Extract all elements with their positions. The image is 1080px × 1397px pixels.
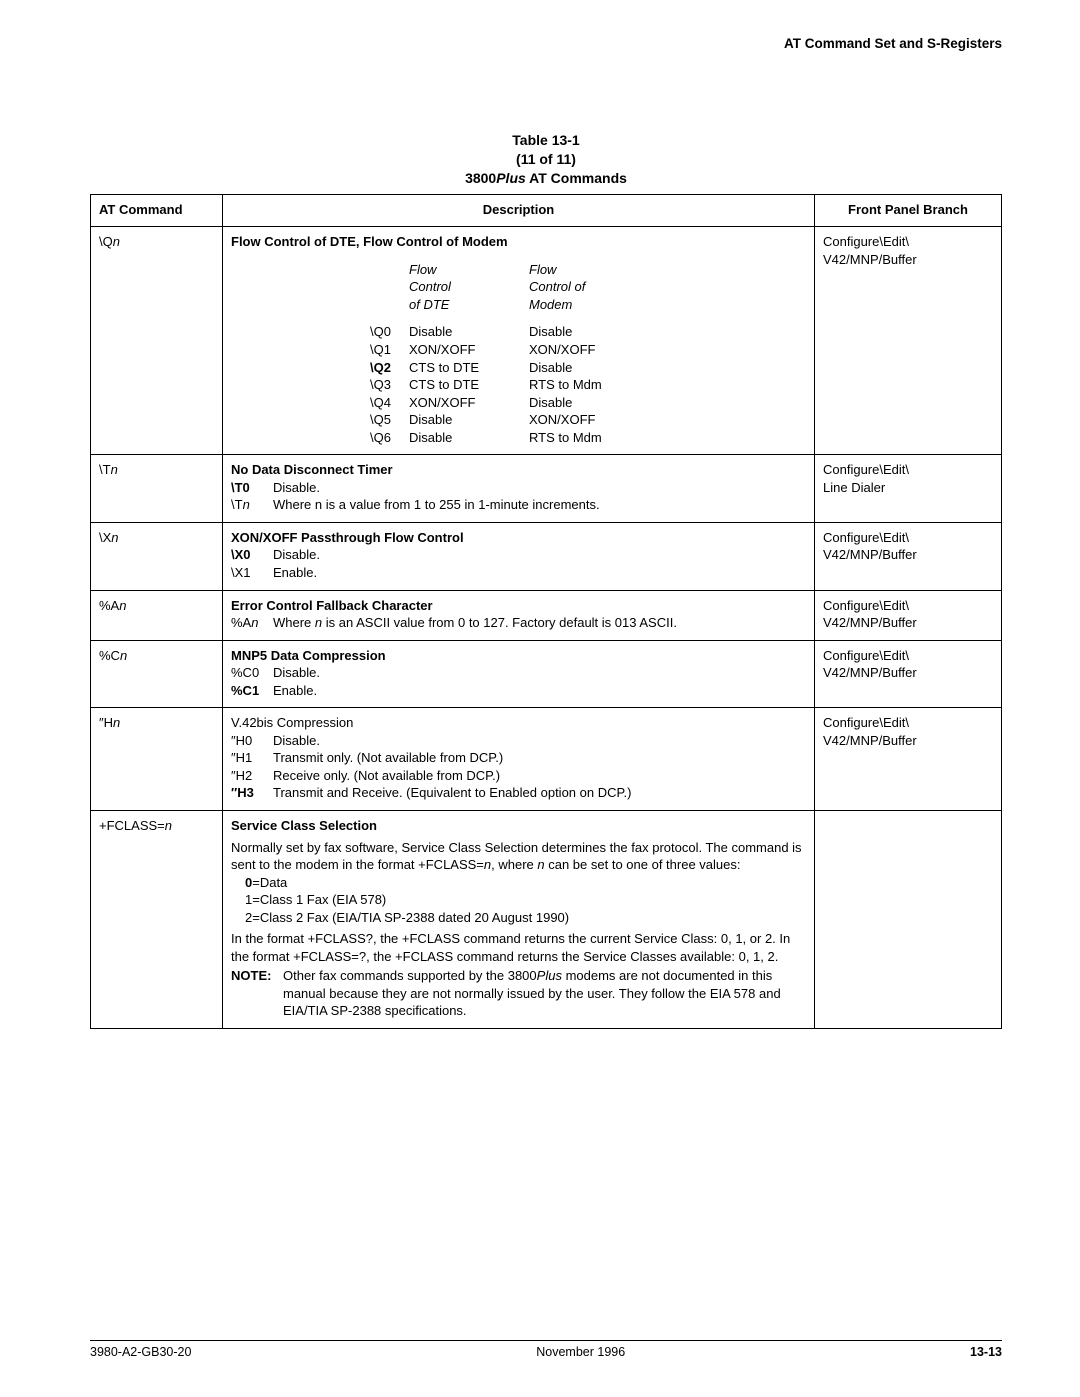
- footer-center: November 1996: [536, 1345, 625, 1359]
- row-fclass: +FCLASS=n Service Class Selection Normal…: [91, 810, 1002, 1028]
- row-cn: %Cn MNP5 Data Compression %C0Disable. %C…: [91, 640, 1002, 708]
- branch-fclass: [815, 810, 1002, 1028]
- row-xn: \Xn XON/XOFF Passthrough Flow Control \X…: [91, 522, 1002, 590]
- page: AT Command Set and S-Registers Table 13-…: [0, 0, 1080, 1397]
- desc-fclass: Service Class Selection Normally set by …: [223, 810, 815, 1028]
- qn-keys-col: \Q0 \Q1 \Q2 \Q3 \Q4 \Q5 \Q6: [231, 261, 409, 446]
- desc-an: Error Control Fallback Character %An Whe…: [223, 590, 815, 640]
- title-cn: MNP5 Data Compression: [231, 647, 806, 665]
- cmd-cn: %Cn: [91, 640, 223, 708]
- footer-right: 13-13: [970, 1345, 1002, 1359]
- caption-3-pre: 3800: [465, 170, 496, 186]
- branch-xn: Configure\Edit\ V42/MNP/Buffer: [815, 522, 1002, 590]
- cmd-xn: \Xn: [91, 522, 223, 590]
- qn-mdm-col: Flow Control of Modem Disable XON/XOFF D…: [529, 261, 669, 446]
- col-header-description: Description: [223, 194, 815, 227]
- desc-qn: Flow Control of DTE, Flow Control of Mod…: [223, 227, 815, 455]
- fclass-note: NOTE: Other fax commands supported by th…: [231, 967, 806, 1020]
- cmd-hn: ″Hn: [91, 708, 223, 811]
- fclass-opts: 0=Data 1=Class 1 Fax (EIA 578) 2=Class 2…: [245, 874, 806, 927]
- fclass-p1: Normally set by fax software, Service Cl…: [231, 839, 806, 874]
- desc-cn: MNP5 Data Compression %C0Disable. %C1Ena…: [223, 640, 815, 708]
- fclass-p2: In the format +FCLASS?, the +FCLASS comm…: [231, 930, 806, 965]
- row-hn: ″Hn V.42bis Compression ″H0Disable. ″H1T…: [91, 708, 1002, 811]
- caption-3-post: AT Commands: [526, 170, 627, 186]
- cmd-tn: \Tn: [91, 455, 223, 523]
- branch-hn: Configure\Edit\ V42/MNP/Buffer: [815, 708, 1002, 811]
- desc-hn: V.42bis Compression ″H0Disable. ″H1Trans…: [223, 708, 815, 811]
- commands-table: AT Command Description Front Panel Branc…: [90, 194, 1002, 1029]
- title-tn: No Data Disconnect Timer: [231, 461, 806, 479]
- title-an: Error Control Fallback Character: [231, 597, 806, 615]
- col-header-branch: Front Panel Branch: [815, 194, 1002, 227]
- running-header: AT Command Set and S-Registers: [90, 36, 1002, 51]
- header-row: AT Command Description Front Panel Branc…: [91, 194, 1002, 227]
- desc-xn: XON/XOFF Passthrough Flow Control \X0Dis…: [223, 522, 815, 590]
- title-fclass: Service Class Selection: [231, 817, 806, 835]
- cmd-qn: \Qn: [91, 227, 223, 455]
- title-qn: Flow Control of DTE, Flow Control of Mod…: [231, 233, 806, 251]
- row-qn: \Qn Flow Control of DTE, Flow Control of…: [91, 227, 1002, 455]
- caption-line-1: Table 13-1: [90, 131, 1002, 150]
- row-an: %An Error Control Fallback Character %An…: [91, 590, 1002, 640]
- branch-an: Configure\Edit\ V42/MNP/Buffer: [815, 590, 1002, 640]
- cmd-fclass: +FCLASS=n: [91, 810, 223, 1028]
- branch-tn: Configure\Edit\ Line Dialer: [815, 455, 1002, 523]
- col-header-command: AT Command: [91, 194, 223, 227]
- caption-3-plus: Plus: [496, 170, 526, 186]
- qn-dte-col: Flow Control of DTE Disable XON/XOFF CTS…: [409, 261, 529, 446]
- row-tn: \Tn No Data Disconnect Timer \T0Disable.…: [91, 455, 1002, 523]
- caption-line-3: 3800Plus AT Commands: [90, 169, 1002, 188]
- branch-qn: Configure\Edit\ V42/MNP/Buffer: [815, 227, 1002, 455]
- cmd-an: %An: [91, 590, 223, 640]
- branch-cn: Configure\Edit\ V42/MNP/Buffer: [815, 640, 1002, 708]
- qn-subtable: \Q0 \Q1 \Q2 \Q3 \Q4 \Q5 \Q6 Flow Control…: [231, 261, 806, 446]
- title-xn: XON/XOFF Passthrough Flow Control: [231, 529, 806, 547]
- desc-tn: No Data Disconnect Timer \T0Disable. \Tn…: [223, 455, 815, 523]
- caption-line-2: (11 of 11): [90, 150, 1002, 169]
- footer-left: 3980-A2-GB30-20: [90, 1345, 191, 1359]
- table-caption: Table 13-1 (11 of 11) 3800Plus AT Comman…: [90, 131, 1002, 188]
- title-hn: V.42bis Compression: [231, 714, 806, 732]
- page-footer: 3980-A2-GB30-20 November 1996 13-13: [90, 1340, 1002, 1359]
